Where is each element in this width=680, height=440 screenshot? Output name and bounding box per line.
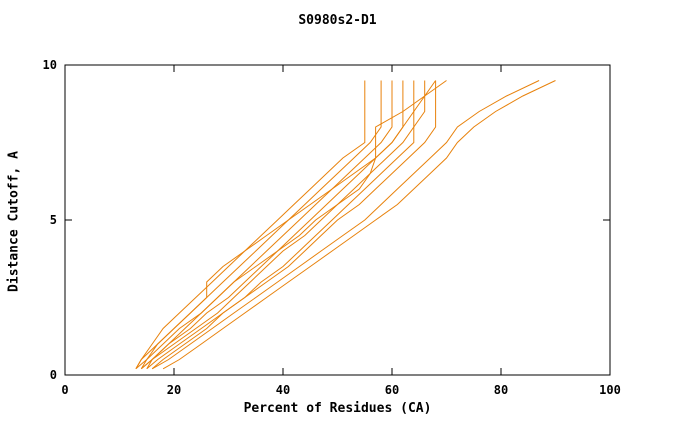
x-tick-label: 20 <box>167 383 181 397</box>
chart-title: S0980s2-D1 <box>298 13 377 28</box>
series-line <box>135 80 366 370</box>
x-tick-label: 40 <box>276 383 290 397</box>
x-tick-label: 0 <box>61 383 68 397</box>
y-tick-label: 10 <box>43 58 57 72</box>
x-tick-label: 80 <box>494 383 508 397</box>
series-line <box>135 80 437 370</box>
x-tick-label: 100 <box>599 383 621 397</box>
series-line <box>151 80 426 370</box>
series-line <box>162 80 556 370</box>
series-line <box>140 80 415 370</box>
x-axis-label: Percent of Residues (CA) <box>243 401 432 416</box>
y-tick-label: 0 <box>50 368 57 382</box>
series-line <box>146 80 437 370</box>
y-tick-label: 5 <box>50 213 57 227</box>
series-line <box>140 80 447 370</box>
x-tick-label: 60 <box>385 383 399 397</box>
series-line <box>151 80 540 370</box>
series-line <box>135 80 393 370</box>
